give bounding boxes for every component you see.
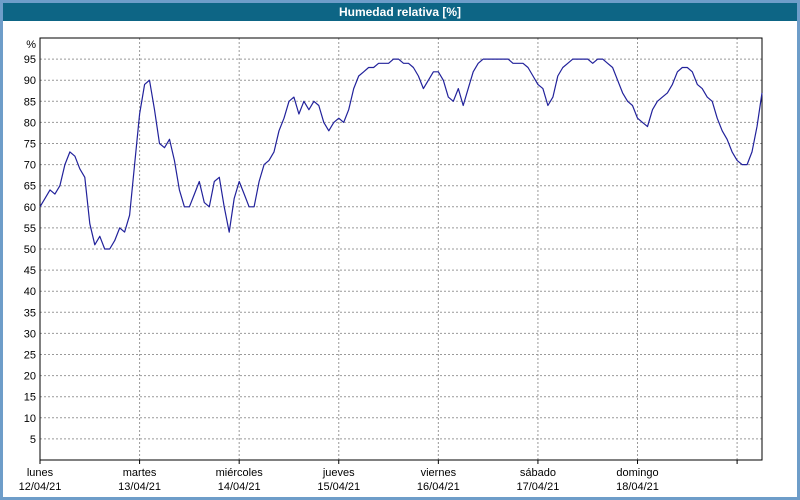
chart-title: Humedad relativa [%] (338, 5, 462, 19)
y-axis-unit-label: % (26, 39, 36, 51)
x-date-label: 18/04/21 (616, 481, 659, 493)
x-date-label: 13/04/21 (118, 481, 161, 493)
y-tick-label: 85 (24, 96, 36, 108)
y-tick-label: 80 (24, 117, 36, 129)
x-date-label: 12/04/21 (19, 481, 62, 493)
y-tick-label: 70 (24, 160, 36, 172)
x-day-label: viernes (421, 467, 457, 479)
y-tick-label: 75 (24, 139, 36, 151)
y-tick-label: 5 (30, 434, 36, 446)
y-tick-label: 65 (24, 181, 36, 193)
y-tick-label: 50 (24, 244, 36, 256)
humidity-series-line (39, 58, 763, 250)
y-tick-label: 20 (24, 371, 36, 383)
humidity-line-chart: 95 90 85 80 75 70 65 60 55 50 45 40 35 30 25 20 15 10 5% lu… (19, 37, 763, 493)
y-tick-label: 30 (24, 328, 36, 340)
y-tick-label: 45 (24, 265, 36, 277)
y-tick-label: 35 (24, 307, 36, 319)
y-tick-label: 25 (24, 350, 36, 362)
x-day-label: martes (123, 467, 157, 479)
plot-frame (39, 37, 763, 461)
x-date-label: 17/04/21 (517, 481, 560, 493)
x-day-label: lunes (27, 467, 54, 479)
x-day-label: domingo (616, 467, 658, 479)
x-day-label: sábado (520, 467, 556, 479)
y-tick-label: 60 (24, 202, 36, 214)
y-tick-label: 90 (24, 75, 36, 87)
y-tick-label: 55 (24, 223, 36, 235)
y-tick-label: 10 (24, 413, 36, 425)
x-date-label: 16/04/21 (417, 481, 460, 493)
chart-area: 95 90 85 80 75 70 65 60 55 50 45 40 35 30 25 20 15 10 5% lu… (3, 21, 797, 497)
x-date-label: 14/04/21 (218, 481, 261, 493)
y-tick-label: 15 (24, 392, 36, 404)
x-day-label: jueves (322, 467, 355, 479)
x-day-label: miércoles (216, 467, 264, 479)
y-tick-label: 40 (24, 286, 36, 298)
x-date-label: 15/04/21 (317, 481, 360, 493)
chart-title-bar: Humedad relativa [%] (3, 3, 797, 21)
y-tick-label: 95 (24, 54, 36, 66)
